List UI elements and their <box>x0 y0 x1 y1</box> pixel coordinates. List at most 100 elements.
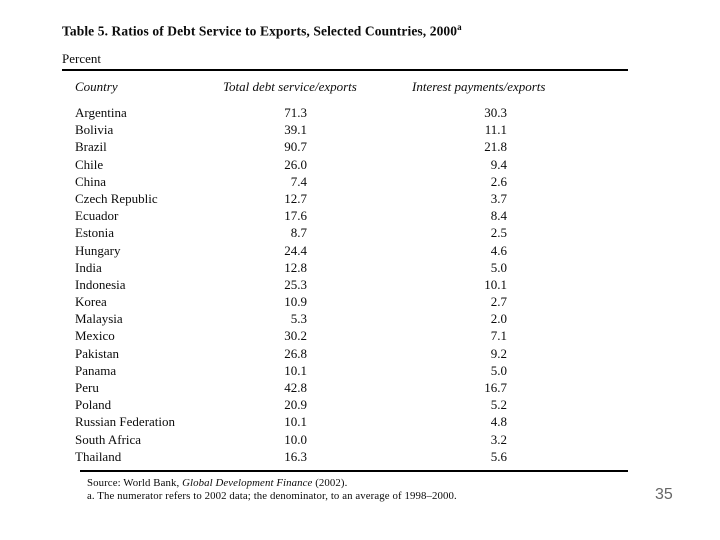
interest-payments-cell: 4.8 <box>490 414 507 430</box>
country-cell: Argentina <box>75 105 127 120</box>
total-debt-service-cell: 90.7 <box>284 139 307 155</box>
table-row: Czech Republic 12.7 3.7 <box>62 190 628 207</box>
country-cell: Bolivia <box>75 122 114 138</box>
table-header-row: Country Total debt service/exports Inter… <box>62 79 628 95</box>
row-spacer <box>507 396 628 413</box>
total-debt-service-cell: 12.8 <box>284 259 307 275</box>
top-rule-divider <box>62 69 628 71</box>
total-debt-service-cell: 39.1 <box>284 122 307 138</box>
country-cell: Hungary <box>75 242 121 258</box>
country-cell: Chile <box>75 156 104 172</box>
row-spacer <box>507 224 628 241</box>
source-prefix: Source: World Bank, <box>87 477 183 489</box>
total-debt-service-cell: 42.8 <box>284 380 307 395</box>
interest-payments-cell: 9.2 <box>490 345 507 361</box>
total-debt-service-cell: 10.0 <box>284 431 307 447</box>
total-debt-service-cell: 20.9 <box>284 397 307 413</box>
table-row: Ecuador 17.6 8.4 <box>62 207 628 224</box>
column-header-country: Country <box>75 79 118 94</box>
table-row: Bolivia 39.1 11.1 <box>62 121 628 138</box>
row-spacer <box>507 448 628 465</box>
unit-label: Percent <box>62 51 101 66</box>
interest-payments-cell: 7.1 <box>490 328 507 344</box>
table-row: Brazil 90.7 21.8 <box>62 138 628 155</box>
row-spacer <box>507 431 628 448</box>
country-cell: Czech Republic <box>75 190 158 206</box>
country-cell: Thailand <box>75 448 122 464</box>
table-row: Estonia 8.7 2.5 <box>62 224 628 241</box>
row-spacer <box>507 156 628 173</box>
table-title-footnote-marker: a <box>457 22 462 32</box>
interest-payments-cell: 11.1 <box>484 122 507 138</box>
table-row: Poland 20.9 5.2 <box>62 396 628 413</box>
interest-payments-cell: 5.0 <box>490 259 507 275</box>
table-row: Mexico 30.2 7.1 <box>62 327 628 344</box>
row-spacer <box>507 379 628 396</box>
country-cell: Indonesia <box>75 276 126 292</box>
total-debt-service-cell: 24.4 <box>284 242 307 258</box>
total-debt-service-cell: 10.1 <box>284 414 307 430</box>
interest-payments-cell: 2.0 <box>490 311 507 327</box>
interest-payments-cell: 2.6 <box>490 173 507 189</box>
total-debt-service-cell: 10.9 <box>284 294 307 310</box>
row-spacer <box>507 276 628 293</box>
country-cell: China <box>75 173 107 189</box>
row-spacer <box>507 310 628 327</box>
table-row: Malaysia 5.3 2.0 <box>62 310 628 327</box>
row-spacer <box>507 345 628 362</box>
country-cell: Estonia <box>75 225 114 241</box>
total-debt-service-cell: 16.3 <box>284 448 307 464</box>
country-cell: Peru <box>75 380 99 395</box>
interest-payments-cell: 8.4 <box>490 208 507 224</box>
interest-payments-cell: 30.3 <box>484 105 507 120</box>
total-debt-service-cell: 26.0 <box>284 156 307 172</box>
interest-payments-cell: 5.2 <box>490 397 507 413</box>
table-row: Pakistan 26.8 9.2 <box>62 345 628 362</box>
country-cell: Panama <box>75 362 117 378</box>
row-spacer <box>507 173 628 190</box>
interest-payments-cell: 3.2 <box>490 431 507 447</box>
total-debt-service-cell: 71.3 <box>284 105 307 120</box>
table-row: China 7.4 2.6 <box>62 173 628 190</box>
table-row: Indonesia 25.3 10.1 <box>62 276 628 293</box>
source-suffix: (2002). <box>312 477 348 489</box>
interest-payments-cell: 4.6 <box>490 242 507 258</box>
page-number: 35 <box>655 486 673 503</box>
row-spacer <box>507 121 628 138</box>
total-debt-service-cell: 10.1 <box>284 362 307 378</box>
country-cell: Ecuador <box>75 208 119 224</box>
table-row: Hungary 24.4 4.6 <box>62 242 628 259</box>
total-debt-service-cell: 26.8 <box>284 345 307 361</box>
table-row: Thailand 16.3 5.6 <box>62 448 628 465</box>
table-title-text: Table 5. Ratios of Debt Service to Expor… <box>62 23 458 39</box>
table-rows: Argentina 71.3 30.3 Bolivia 39.1 11.1 Brazil 90… <box>62 104 628 465</box>
bottom-rule-divider <box>80 470 628 472</box>
country-cell: Brazil <box>75 139 107 155</box>
total-debt-service-cell: 17.6 <box>284 208 307 224</box>
interest-payments-cell: 3.7 <box>490 190 507 206</box>
total-debt-service-cell: 7.4 <box>290 173 307 189</box>
interest-payments-cell: 21.8 <box>484 139 507 155</box>
interest-payments-cell: 2.5 <box>490 225 507 241</box>
row-spacer <box>507 259 628 276</box>
interest-payments-cell: 5.0 <box>490 362 507 378</box>
country-cell: South Africa <box>75 431 142 447</box>
row-spacer <box>507 413 628 430</box>
row-spacer <box>507 327 628 344</box>
table-row: Korea 10.9 2.7 <box>62 293 628 310</box>
interest-payments-cell: 16.7 <box>484 380 507 395</box>
interest-payments-cell: 2.7 <box>490 294 507 310</box>
row-spacer <box>507 293 628 310</box>
table-row: Peru 42.8 16.7 <box>62 379 628 396</box>
source-note: Source: World Bank, Global Development F… <box>87 477 347 489</box>
table-row: Panama 10.1 5.0 <box>62 362 628 379</box>
total-debt-service-cell: 5.3 <box>290 311 307 327</box>
source-book-title: Global Development Finance <box>182 477 313 489</box>
country-cell: Korea <box>75 294 107 310</box>
table-row: Russian Federation 10.1 4.8 <box>62 413 628 430</box>
row-spacer <box>507 104 628 121</box>
country-cell: Malaysia <box>75 311 123 327</box>
table-title: Table 5. Ratios of Debt Service to Expor… <box>62 22 462 40</box>
total-debt-service-cell: 12.7 <box>284 190 307 206</box>
